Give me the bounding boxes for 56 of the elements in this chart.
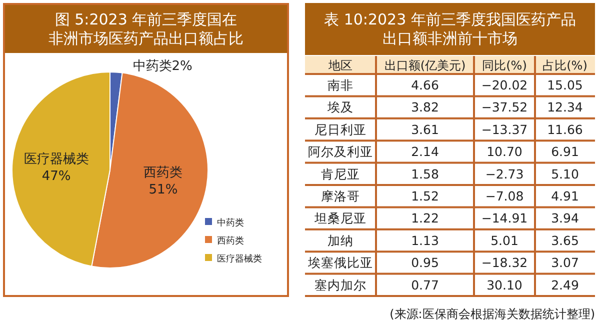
data-label: −2.73 [485,166,524,182]
text: (来源:医保商会根据海关数据统计整理) [390,307,595,321]
text: 占比(%) [542,58,588,72]
data-label: 10.70 [486,144,522,160]
text: 表 10:2023 年前三季度我国医药产品出口额非洲前十市场 [324,10,576,48]
category-label: 加纳 [328,232,354,248]
data-label: 1.22 [411,210,439,226]
data-label: 0.95 [411,255,439,270]
data-label: −37.52 [481,100,528,115]
data-label: 3.07 [551,255,579,270]
data-label: 12.34 [547,100,583,115]
category-label: 阿尔及利亚 [308,144,373,160]
data-label: −13.37 [481,122,528,137]
data-label: 30.10 [486,277,522,292]
data-label: 1.58 [411,166,439,182]
data-label: 3.61 [411,122,439,137]
data-label: 4.91 [551,188,579,204]
data-label: 4.66 [411,78,439,92]
category-label: 肯尼亚 [321,166,360,182]
category-label: 埃塞俄比亚 [307,255,373,270]
data-label: 47% [42,168,71,184]
legend-label: 西药类 [217,236,244,246]
data-label: 11.66 [547,122,583,137]
data-label: 3.94 [551,210,579,226]
legend-label: 医疗器械类 [217,254,262,264]
data-label: 6.91 [551,144,579,160]
data-label: 0.77 [411,277,439,292]
data-label: −7.08 [485,188,524,204]
data-label: 51% [148,182,178,198]
data-label: 5.10 [551,166,579,182]
data-label: −14.91 [481,210,528,226]
category-label: 塞内加尔 [314,277,366,292]
text: 同比(%) [482,58,527,72]
data-label: −18.32 [481,255,528,270]
data-label: 2.14 [411,144,439,160]
data-label: 2% [172,59,192,74]
slice-label: 西药类 [144,165,183,180]
data-label: 3.65 [551,232,579,248]
category-label: 坦桑尼亚 [314,210,366,226]
chart-title: 图 5:2023 年前三季度国在非洲市场医药产品出口额占比 [48,10,244,48]
legend-label: 中药类 [217,218,244,228]
data-label: 3.82 [411,100,439,115]
data-label: 15.05 [547,78,583,92]
data-label: 2.49 [551,277,579,292]
text: 地区 [328,58,352,72]
category-label: 南非 [328,78,354,92]
data-label: −20.02 [481,78,528,92]
data-label: 5.01 [490,232,518,248]
category-label: 尼日利亚 [314,122,366,137]
text: 出口额(亿美元) [384,58,466,72]
data-label: 1.13 [411,232,439,248]
category-label: 埃及 [326,100,354,115]
slice-label: 医疗器械类 [24,152,89,167]
category-label: 摩洛哥 [321,188,360,204]
data-label: 1.52 [411,188,439,204]
slice-label: 中药类 [132,59,172,74]
